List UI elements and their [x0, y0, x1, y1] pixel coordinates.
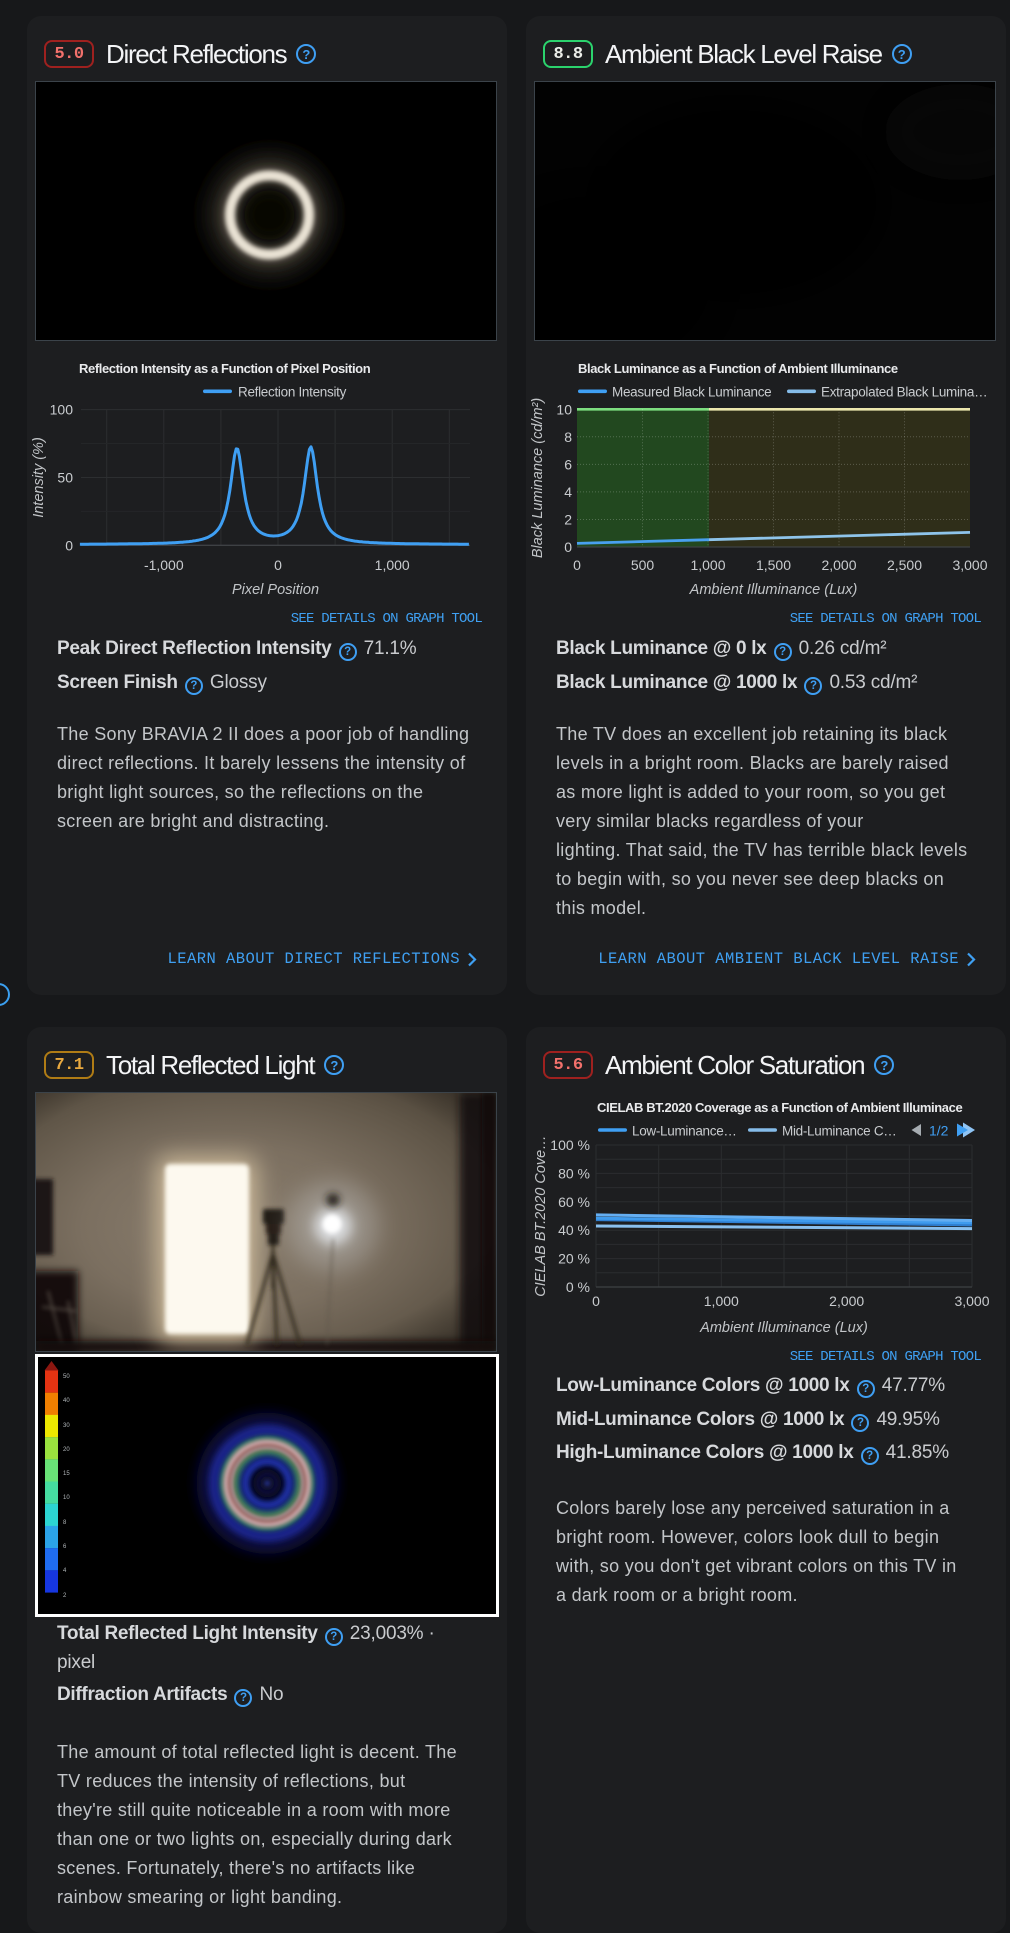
- svg-text:3,000: 3,000: [952, 557, 987, 573]
- svg-text:15: 15: [63, 1471, 70, 1477]
- svg-text:Reflection Intensity: Reflection Intensity: [238, 385, 347, 400]
- svg-text:50: 50: [63, 1374, 70, 1380]
- svg-text:0: 0: [65, 537, 73, 553]
- svg-text:20 %: 20 %: [558, 1251, 590, 1267]
- svg-text:40: 40: [63, 1398, 70, 1404]
- svg-text:Intensity (%): Intensity (%): [31, 437, 47, 518]
- svg-text:0: 0: [592, 1293, 600, 1309]
- svg-text:Ambient Illuminance (Lux): Ambient Illuminance (Lux): [699, 1320, 868, 1336]
- svg-text:60 %: 60 %: [558, 1194, 590, 1210]
- svg-text:50: 50: [57, 470, 73, 486]
- svg-text:1/2: 1/2: [929, 1123, 949, 1139]
- svg-text:Black Luminance (cd/m²): Black Luminance (cd/m²): [530, 398, 546, 558]
- svg-text:Low-Luminance…: Low-Luminance…: [632, 1124, 737, 1139]
- svg-text:10: 10: [556, 401, 572, 417]
- svg-text:100: 100: [50, 402, 74, 418]
- svg-text:Extrapolated Black Lumina…: Extrapolated Black Lumina…: [821, 385, 987, 400]
- svg-text:4: 4: [564, 484, 572, 500]
- svg-text:100 %: 100 %: [550, 1137, 590, 1153]
- svg-text:4: 4: [63, 1568, 67, 1574]
- svg-text:40 %: 40 %: [558, 1222, 590, 1238]
- svg-text:Black Luminance as a Function: Black Luminance as a Function of Ambient…: [578, 361, 898, 376]
- svg-text:1,500: 1,500: [756, 557, 791, 573]
- svg-text:3,000: 3,000: [954, 1293, 989, 1309]
- svg-text:500: 500: [631, 557, 655, 573]
- svg-text:8: 8: [564, 429, 572, 445]
- svg-text:0: 0: [564, 539, 572, 555]
- svg-text:10: 10: [63, 1495, 70, 1501]
- svg-text:0: 0: [573, 557, 581, 573]
- svg-text:Measured Black Luminance: Measured Black Luminance: [612, 385, 771, 400]
- svg-text:CIELAB BT.2020 Cove…: CIELAB BT.2020 Cove…: [533, 1135, 549, 1296]
- svg-text:2: 2: [564, 512, 572, 528]
- svg-text:30: 30: [63, 1423, 70, 1429]
- svg-text:2,000: 2,000: [829, 1293, 864, 1309]
- svg-text:-1,000: -1,000: [144, 557, 184, 573]
- svg-text:2,000: 2,000: [821, 557, 856, 573]
- svg-text:2: 2: [63, 1593, 67, 1599]
- svg-text:0 %: 0 %: [566, 1279, 590, 1295]
- svg-text:2,500: 2,500: [887, 557, 922, 573]
- svg-text:6: 6: [63, 1544, 67, 1550]
- svg-text:Ambient Illuminance (Lux): Ambient Illuminance (Lux): [689, 582, 858, 598]
- svg-text:Mid-Luminance C…: Mid-Luminance C…: [782, 1124, 897, 1139]
- svg-text:1,000: 1,000: [704, 1293, 739, 1309]
- svg-text:80 %: 80 %: [558, 1165, 590, 1181]
- svg-text:Reflection Intensity as a Func: Reflection Intensity as a Function of Pi…: [79, 361, 371, 376]
- svg-text:1,000: 1,000: [375, 557, 410, 573]
- svg-text:8: 8: [63, 1520, 67, 1526]
- svg-text:CIELAB BT.2020 Coverage as a F: CIELAB BT.2020 Coverage as a Function of…: [597, 1100, 962, 1115]
- svg-text:0: 0: [274, 557, 282, 573]
- svg-text:20: 20: [63, 1447, 70, 1453]
- svg-text:Pixel Position: Pixel Position: [232, 582, 319, 598]
- svg-text:1,000: 1,000: [690, 557, 725, 573]
- svg-text:6: 6: [564, 457, 572, 473]
